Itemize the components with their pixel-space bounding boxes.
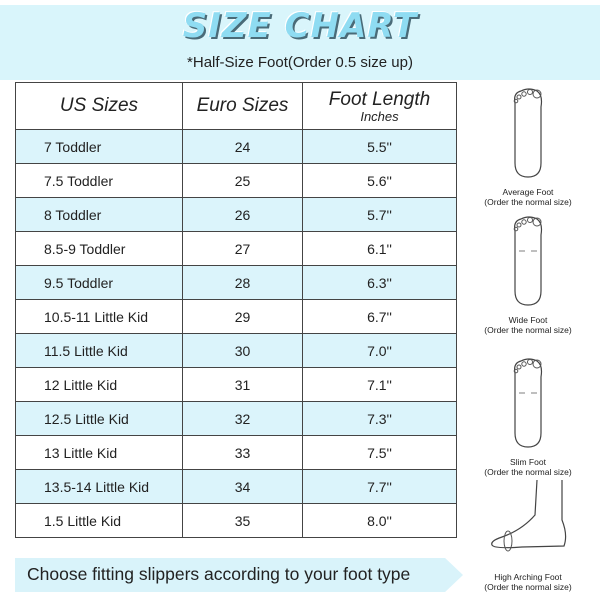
cell-foot-length: 7.7'' [302,469,457,504]
foot-type-label: Wide Foot (Order the normal size) [463,315,593,335]
wide-foot-icon [495,213,561,314]
cell-us-size: 7.5 Toddler [15,163,183,198]
foot-type-label: Slim Foot (Order the normal size) [463,457,593,477]
cell-euro-size: 30 [182,333,303,368]
page-title: SIZE CHART [182,6,418,46]
header-us-sizes: US Sizes [15,82,183,130]
cell-euro-size: 27 [182,231,303,266]
table-row: 8 Toddler 26 5.7'' [15,197,457,232]
foot-type-name: Wide Foot [508,315,548,325]
table-row: 8.5-9 Toddler 27 6.1'' [15,231,457,266]
foot-type-note: (Order the normal size) [484,197,572,207]
foot-type-note: (Order the normal size) [484,582,572,592]
cell-foot-length: 5.6'' [302,163,457,198]
cell-us-size: 11.5 Little Kid [15,333,183,368]
table-row: 1.5 Little Kid 35 8.0'' [15,503,457,538]
foot-type-name: High Arching Foot [494,572,562,582]
cell-us-size: 12.5 Little Kid [15,401,183,436]
cell-us-size: 10.5-11 Little Kid [15,299,183,334]
foot-type-name: Slim Foot [510,457,546,467]
table-row: 7.5 Toddler 25 5.6'' [15,163,457,198]
cell-euro-size: 25 [182,163,303,198]
header-euro-sizes: Euro Sizes [182,82,303,130]
table-row: 13 Little Kid 33 7.5'' [15,435,457,470]
subtitle: *Half-Size Foot(Order 0.5 size up) [187,54,413,71]
cell-foot-length: 6.3'' [302,265,457,300]
cell-us-size: 8.5-9 Toddler [15,231,183,266]
cell-foot-length: 7.5'' [302,435,457,470]
cell-us-size: 13.5-14 Little Kid [15,469,183,504]
cell-us-size: 12 Little Kid [15,367,183,402]
high-arch-foot-icon [482,475,572,560]
table-row: 13.5-14 Little Kid 34 7.7'' [15,469,457,504]
cell-euro-size: 26 [182,197,303,232]
header-foot-length: Foot Length Inches [302,82,457,130]
cell-euro-size: 28 [182,265,303,300]
cell-foot-length: 5.5'' [302,129,457,164]
cell-euro-size: 31 [182,367,303,402]
table-row: 9.5 Toddler 28 6.3'' [15,265,457,300]
cell-euro-size: 33 [182,435,303,470]
cell-euro-size: 35 [182,503,303,538]
cell-us-size: 13 Little Kid [15,435,183,470]
cell-euro-size: 24 [182,129,303,164]
unit-label: Inches [360,108,399,124]
foot-type-name: Average Foot [502,187,554,197]
foot-type-note: (Order the normal size) [484,325,572,335]
cell-us-size: 7 Toddler [15,129,183,164]
footer-banner-text: Choose fitting slippers according to you… [27,564,411,584]
cell-foot-length: 5.7'' [302,197,457,232]
cell-us-size: 1.5 Little Kid [15,503,183,538]
cell-euro-size: 34 [182,469,303,504]
size-table: US Sizes Euro Sizes Foot Length Inches 7 … [15,82,457,538]
cell-foot-length: 6.1'' [302,231,457,266]
average-foot-icon [495,85,561,186]
cell-us-size: 8 Toddler [15,197,183,232]
table-row: 12 Little Kid 31 7.1'' [15,367,457,402]
slim-foot-icon [495,355,561,456]
cell-foot-length: 6.7'' [302,299,457,334]
foot-type-label: Average Foot (Order the normal size) [463,187,593,207]
cell-us-size: 9.5 Toddler [15,265,183,300]
table-header: US Sizes Euro Sizes Foot Length Inches [15,82,457,130]
table-row: 7 Toddler 24 5.5'' [15,129,457,164]
cell-euro-size: 32 [182,401,303,436]
cell-foot-length: 7.0'' [302,333,457,368]
table-row: 12.5 Little Kid 32 7.3'' [15,401,457,436]
cell-euro-size: 29 [182,299,303,334]
cell-foot-length: 7.3'' [302,401,457,436]
footer-banner [15,558,463,592]
foot-type-label: High Arching Foot (Order the normal size) [463,572,593,592]
header-band [0,5,600,80]
cell-foot-length: 8.0'' [302,503,457,538]
foot-type-note: (Order the normal size) [484,467,572,477]
foot-length-label: Foot Length [328,88,431,110]
cell-foot-length: 7.1'' [302,367,457,402]
table-row: 11.5 Little Kid 30 7.0'' [15,333,457,368]
table-row: 10.5-11 Little Kid 29 6.7'' [15,299,457,334]
